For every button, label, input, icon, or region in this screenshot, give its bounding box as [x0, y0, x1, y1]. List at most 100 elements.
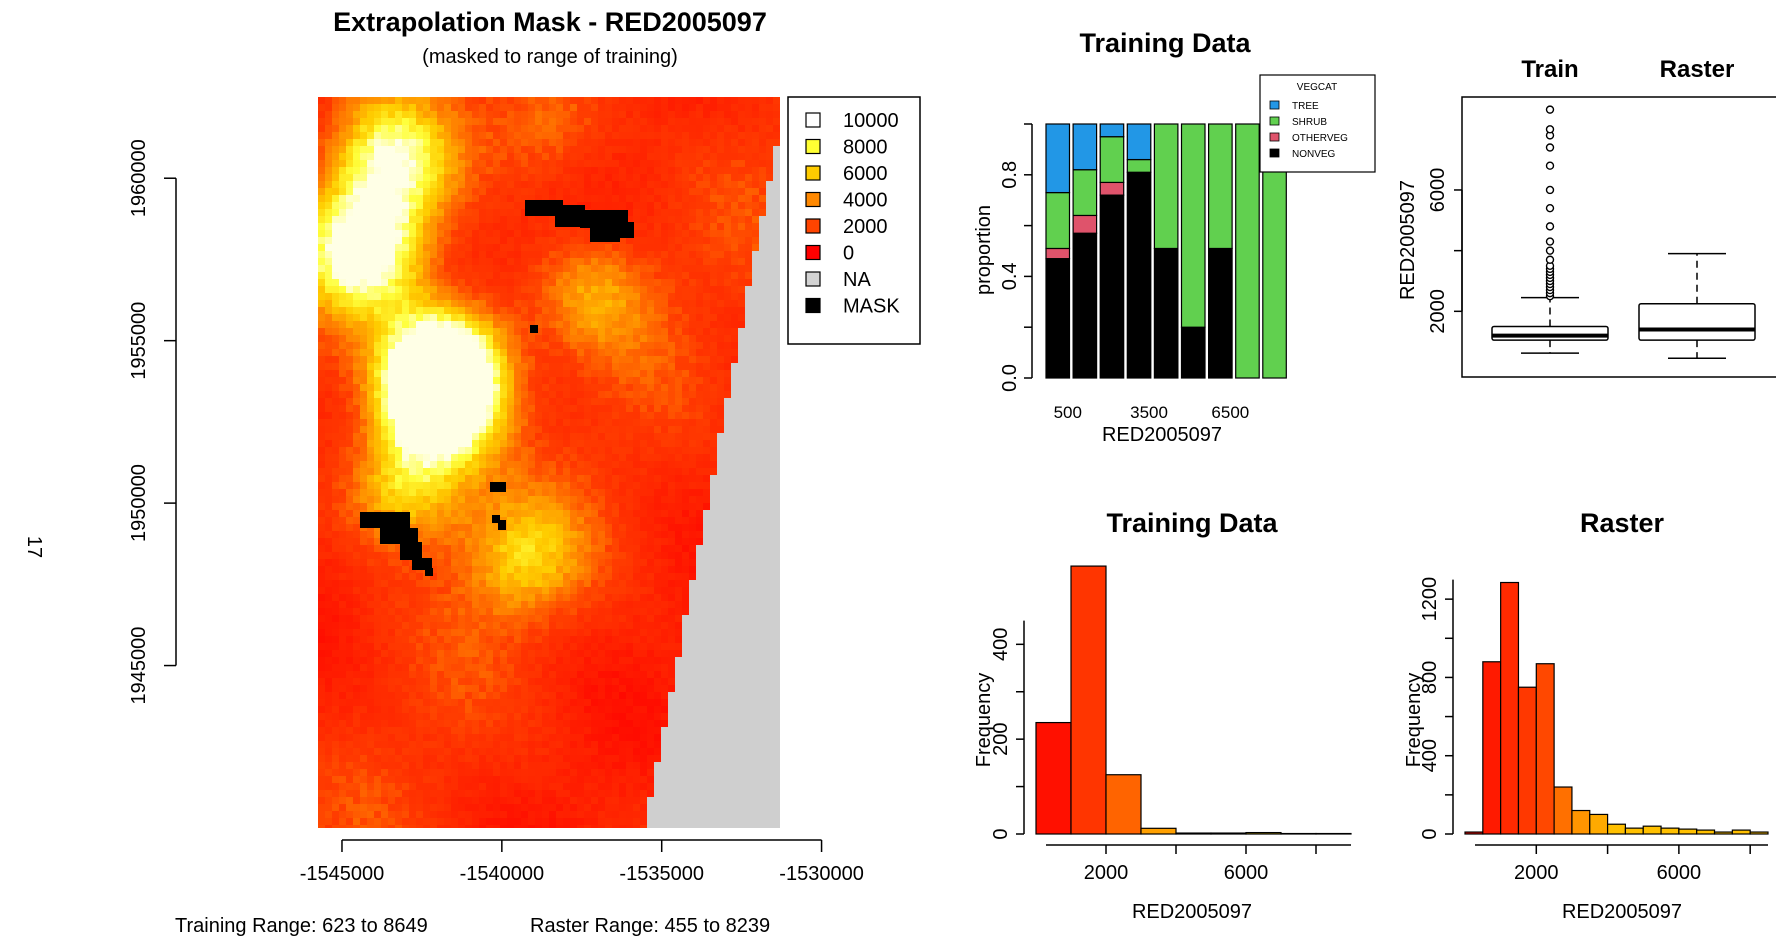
map-cell	[724, 601, 731, 608]
map-cell	[752, 342, 759, 349]
map-cell	[766, 517, 773, 524]
map-cell	[458, 412, 465, 419]
map-cell	[374, 349, 381, 356]
map-cell	[661, 174, 668, 181]
map-cell	[661, 202, 668, 209]
map-cell	[570, 370, 577, 377]
map-cell	[360, 356, 367, 363]
map-cell	[409, 405, 416, 412]
map-cell	[472, 461, 479, 468]
map-cell	[605, 139, 612, 146]
map-cell	[654, 391, 661, 398]
map-cell	[542, 503, 549, 510]
map-cell	[640, 370, 647, 377]
map-cell	[682, 349, 689, 356]
map-cell	[395, 258, 402, 265]
map-cell	[430, 356, 437, 363]
map-cell	[479, 335, 486, 342]
map-cell	[766, 188, 773, 195]
map-cell	[612, 300, 619, 307]
map-cell	[381, 503, 388, 510]
map-cell	[654, 363, 661, 370]
map-cell	[661, 279, 668, 286]
map-cell	[514, 153, 521, 160]
map-cell	[696, 230, 703, 237]
map-cell	[619, 342, 626, 349]
map-cell	[451, 314, 458, 321]
map-cell	[724, 146, 731, 153]
map-cell	[605, 153, 612, 160]
map-cell	[444, 104, 451, 111]
map-cell	[773, 251, 780, 258]
map-cell	[318, 146, 325, 153]
map-cell	[563, 601, 570, 608]
map-cell	[598, 573, 605, 580]
map-cell	[325, 307, 332, 314]
map-cell	[626, 132, 633, 139]
map-cell	[542, 300, 549, 307]
map-cell	[521, 615, 528, 622]
map-cell	[332, 461, 339, 468]
map-cell	[647, 272, 654, 279]
map-cell	[423, 125, 430, 132]
map-cell	[318, 279, 325, 286]
map-cell	[612, 426, 619, 433]
map-cell	[731, 104, 738, 111]
map-cell	[402, 594, 409, 601]
map-cell	[346, 538, 353, 545]
map-cell	[612, 202, 619, 209]
map-cell	[542, 622, 549, 629]
map-cell	[738, 349, 745, 356]
map-cell	[738, 258, 745, 265]
map-cell	[521, 104, 528, 111]
map-cell	[332, 489, 339, 496]
map-cell	[745, 335, 752, 342]
map-cell	[738, 447, 745, 454]
map-cell	[332, 608, 339, 615]
map-cell	[493, 510, 500, 517]
map-cell	[507, 146, 514, 153]
map-cell	[661, 580, 668, 587]
map-cell	[598, 279, 605, 286]
map-cell	[409, 139, 416, 146]
map-cell	[563, 566, 570, 573]
map-cell	[773, 524, 780, 531]
map-cell	[430, 384, 437, 391]
map-cell	[472, 391, 479, 398]
map-cell	[325, 209, 332, 216]
map-cell	[682, 153, 689, 160]
map-cell	[346, 272, 353, 279]
map-cell	[451, 405, 458, 412]
map-cell	[640, 181, 647, 188]
map-cell	[773, 580, 780, 587]
map-cell	[696, 461, 703, 468]
map-cell	[472, 587, 479, 594]
map-cell	[640, 160, 647, 167]
map-cell	[395, 398, 402, 405]
map-cell	[717, 440, 724, 447]
map-cell	[731, 503, 738, 510]
map-cell	[773, 566, 780, 573]
map-cell	[409, 216, 416, 223]
map-cell	[710, 258, 717, 265]
map-cell	[647, 111, 654, 118]
map-cell	[598, 552, 605, 559]
map-cell	[759, 139, 766, 146]
map-cell	[339, 153, 346, 160]
map-cell	[717, 188, 724, 195]
map-cell	[521, 223, 528, 230]
map-cell	[654, 132, 661, 139]
map-cell	[731, 517, 738, 524]
map-cell	[332, 139, 339, 146]
map-cell	[731, 258, 738, 265]
map-cell	[493, 230, 500, 237]
map-cell	[507, 272, 514, 279]
map-cell	[458, 160, 465, 167]
map-cell	[437, 384, 444, 391]
map-cell	[521, 377, 528, 384]
map-cell	[346, 587, 353, 594]
map-cell	[696, 118, 703, 125]
map-cell	[472, 419, 479, 426]
map-cell	[647, 566, 654, 573]
map-cell	[682, 356, 689, 363]
